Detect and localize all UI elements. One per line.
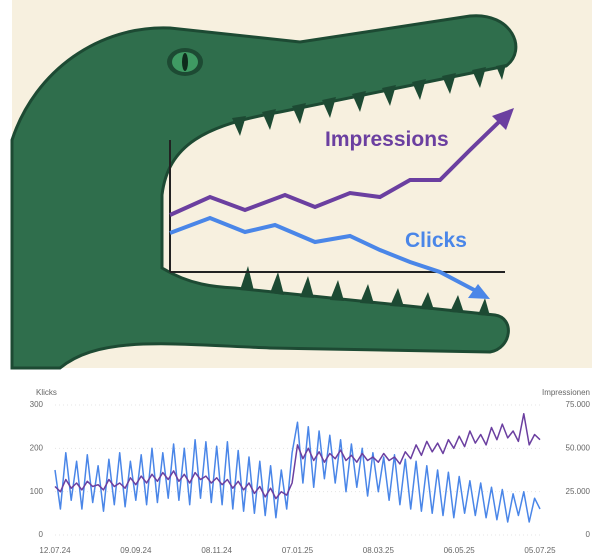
x-tick-label: 09.09.24 [120, 546, 152, 555]
y2-axis-title: Impressionen [542, 388, 590, 397]
tick-label: 200 [30, 443, 44, 452]
tick-label: 0 [586, 530, 591, 539]
arrow-head [492, 108, 514, 130]
sketch-impressions [169, 116, 505, 217]
crocodile [10, 14, 518, 370]
lower-teeth [240, 266, 490, 316]
label-impressions: Impressions [325, 128, 449, 151]
x-tick-label: 08.03.25 [363, 546, 395, 555]
series-line [54, 412, 541, 500]
arrow-head [468, 284, 490, 299]
illustration: Impressions Clicks [10, 0, 592, 370]
tick-label: 100 [30, 487, 44, 496]
tick-label: 0 [39, 530, 44, 539]
tick-label: 50.000 [566, 443, 591, 452]
label-clicks: Clicks [405, 229, 467, 252]
sketch-clicks [169, 215, 479, 294]
tick-label: 25.000 [566, 487, 591, 496]
x-tick-label: 06.05.25 [444, 546, 476, 555]
tick-label: 75.000 [566, 400, 591, 409]
tick-label: 300 [30, 400, 44, 409]
x-tick-label: 05.07.25 [524, 546, 556, 555]
series-line [54, 421, 541, 523]
x-tick-label: 07.01.25 [282, 546, 314, 555]
pupil [182, 53, 188, 71]
x-tick-label: 08.11.24 [201, 546, 232, 555]
y-axis-title: Klicks [36, 388, 57, 397]
x-tick-label: 12.07.24 [39, 546, 71, 555]
chart: Klicks Impressionen 0 100 200 300 0 25.000 50.… [30, 388, 591, 555]
upper-teeth [232, 64, 506, 136]
